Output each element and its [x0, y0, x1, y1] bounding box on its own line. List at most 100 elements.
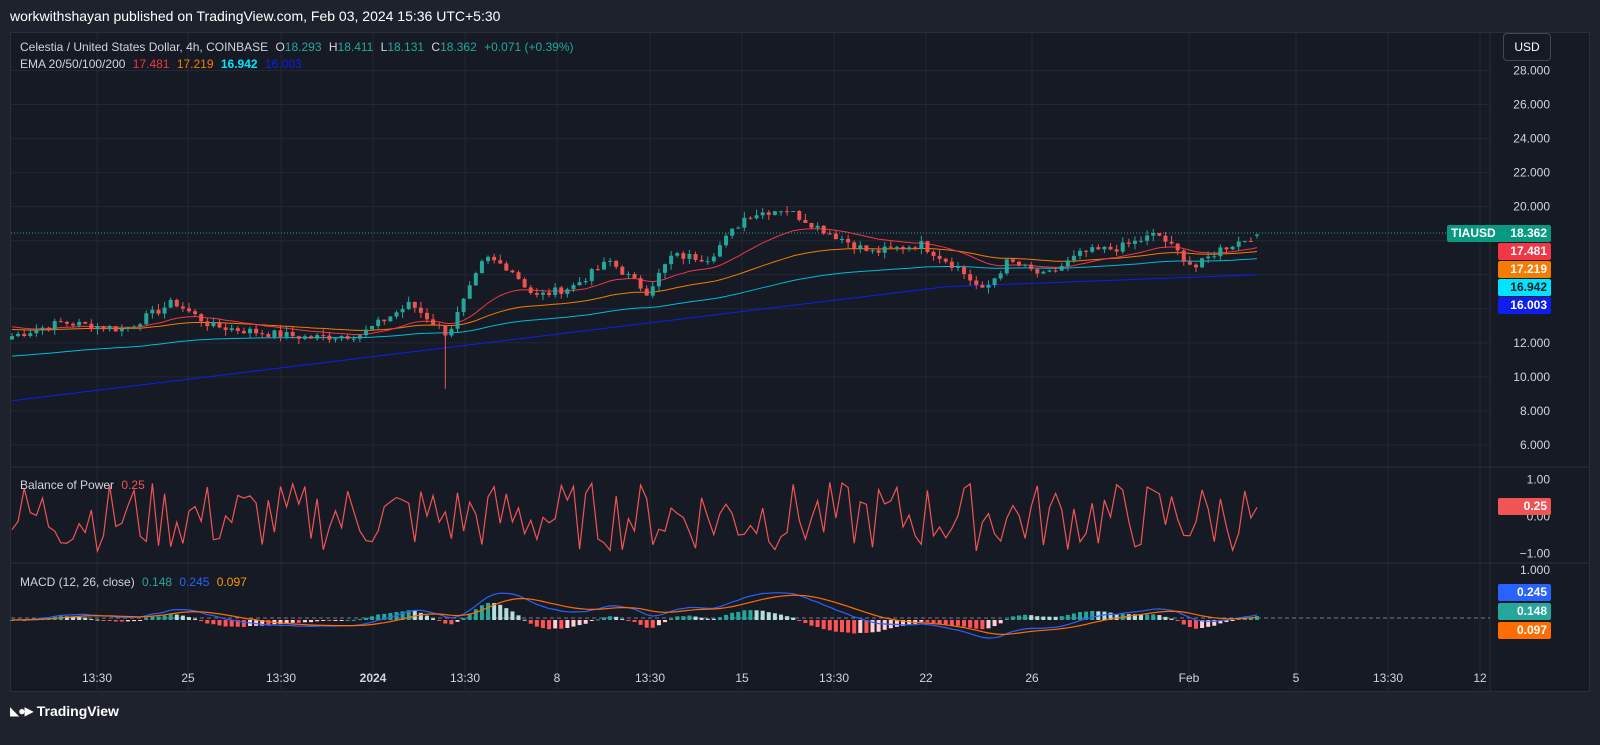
candle-body [1108, 246, 1113, 250]
macd-hist-bar [504, 608, 509, 620]
macd-hist-bar [565, 620, 570, 628]
macd-hist-bar [650, 620, 655, 628]
macd-path [11, 592, 1258, 639]
macd-hist-bar [174, 614, 179, 620]
macd-hist-bar [357, 619, 362, 621]
candle-body [968, 274, 973, 281]
candle-body [644, 288, 649, 296]
candle-body [1114, 249, 1119, 252]
candle-body [229, 328, 234, 331]
macd-hist-bar [144, 618, 149, 620]
candle-body [1016, 261, 1021, 266]
macd-hist-bar [418, 612, 423, 620]
macd-hist-bar [241, 620, 246, 627]
macd-hist-bar [162, 615, 167, 620]
candle-body [1248, 240, 1253, 242]
macd-hist-bar [1193, 620, 1198, 629]
candle-body [632, 274, 637, 279]
macd-hist-bar [516, 615, 521, 620]
macd-hist-bar [681, 616, 686, 620]
macd-hist-bar [77, 617, 82, 620]
grid-lines [11, 33, 1490, 690]
candle-body [547, 292, 552, 296]
candle-body [211, 321, 216, 327]
macd-hist-bar [71, 617, 76, 620]
hist-value: 0.097 [216, 575, 247, 589]
chart-frame[interactable] [10, 32, 1590, 692]
macd-hist-bar [992, 620, 997, 627]
signal-tag: 0.245 [1498, 584, 1551, 601]
candle-body [736, 227, 741, 229]
macd-hist-bar [193, 618, 198, 620]
time-tick-label: 12 [1473, 671, 1487, 685]
candle-body [974, 280, 979, 285]
candle-body [235, 328, 240, 331]
ema50-line [11, 247, 1258, 331]
ema100-value: 16.942 [220, 57, 258, 71]
candle-body [858, 245, 863, 249]
macd-hist-bar [711, 618, 716, 620]
macd-hist-bar [760, 610, 765, 620]
candle-body [174, 299, 179, 307]
candle-body [156, 309, 161, 314]
candle-body [620, 266, 625, 275]
macd-hist-bar [785, 616, 790, 620]
time-tick-label: 13:30 [82, 671, 112, 685]
macd-hist-bar [577, 620, 582, 626]
candle-body [1096, 247, 1101, 250]
candle-body [193, 311, 198, 315]
candle-body [577, 282, 582, 286]
candle-body [992, 278, 997, 285]
price-tick-label: 6.000 [1520, 438, 1550, 452]
macd-hist-bar [644, 620, 649, 628]
candle-body [40, 327, 45, 330]
candle-body [540, 292, 545, 295]
macd-hist-bar [125, 620, 130, 622]
macd-value: 0.148 [142, 575, 173, 589]
candle-body [260, 333, 265, 335]
currency-button[interactable]: USD [1503, 33, 1551, 61]
macd-hist-bar [315, 620, 320, 622]
candle-body [1218, 247, 1223, 257]
candle-body [1041, 271, 1046, 274]
publish-info: workwithshayan published on TradingView.… [10, 8, 501, 24]
tradingview-logo-icon: ◣●▶ [10, 704, 34, 718]
macd-lines [11, 592, 1258, 639]
candle-body [1163, 235, 1168, 242]
candle-body [1255, 234, 1259, 236]
macd-hist-bar [339, 620, 344, 621]
symbol-name: Celestia / United States Dollar, 4h, COI… [20, 40, 269, 54]
candle-body [138, 324, 143, 327]
candle-body [241, 330, 246, 334]
macd-hist-bar [449, 620, 454, 625]
candle-body [473, 273, 478, 286]
macd-hist-bar [290, 620, 295, 623]
macd-hist-bar [571, 620, 576, 627]
candle-body [626, 274, 631, 276]
price-tick-label: 26.000 [1513, 98, 1550, 112]
macd-hist-bar [955, 620, 960, 626]
candle-body [1090, 247, 1095, 252]
candle-body [980, 284, 985, 288]
candle-body [248, 328, 253, 334]
tradingview-logo[interactable]: ◣●▶ TradingView [10, 703, 119, 719]
candle-body [717, 245, 722, 257]
candle-body [1059, 266, 1064, 271]
macd-hist-bar [235, 620, 240, 627]
candle-body [882, 246, 887, 253]
macd-hist-bar [1151, 614, 1156, 620]
ema50-value: 17.219 [176, 57, 214, 71]
macd-hist-bar [302, 620, 307, 623]
macd-hist-bar [876, 620, 881, 632]
macd-hist-bar [1016, 615, 1021, 620]
candle-body [803, 219, 808, 223]
candle-body [125, 327, 130, 329]
macd-hist-bar [1132, 614, 1137, 620]
macd-hist-bar [425, 615, 429, 620]
candle-body [1053, 270, 1058, 272]
time-tick-label: 13:30 [635, 671, 665, 685]
candle-body [400, 309, 405, 313]
candle-body [595, 269, 600, 271]
candle-body [693, 254, 698, 260]
